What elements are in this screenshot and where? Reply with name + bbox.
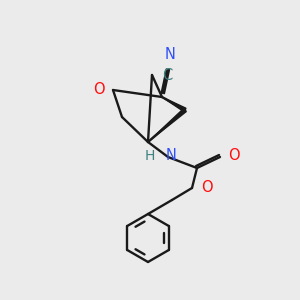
Polygon shape (162, 97, 186, 112)
Text: N: N (164, 47, 175, 62)
Polygon shape (148, 109, 186, 142)
Text: N: N (166, 148, 177, 164)
Text: H: H (145, 149, 155, 163)
Text: O: O (93, 82, 105, 97)
Text: O: O (228, 148, 240, 164)
Text: C: C (162, 68, 172, 83)
Text: O: O (201, 179, 213, 194)
